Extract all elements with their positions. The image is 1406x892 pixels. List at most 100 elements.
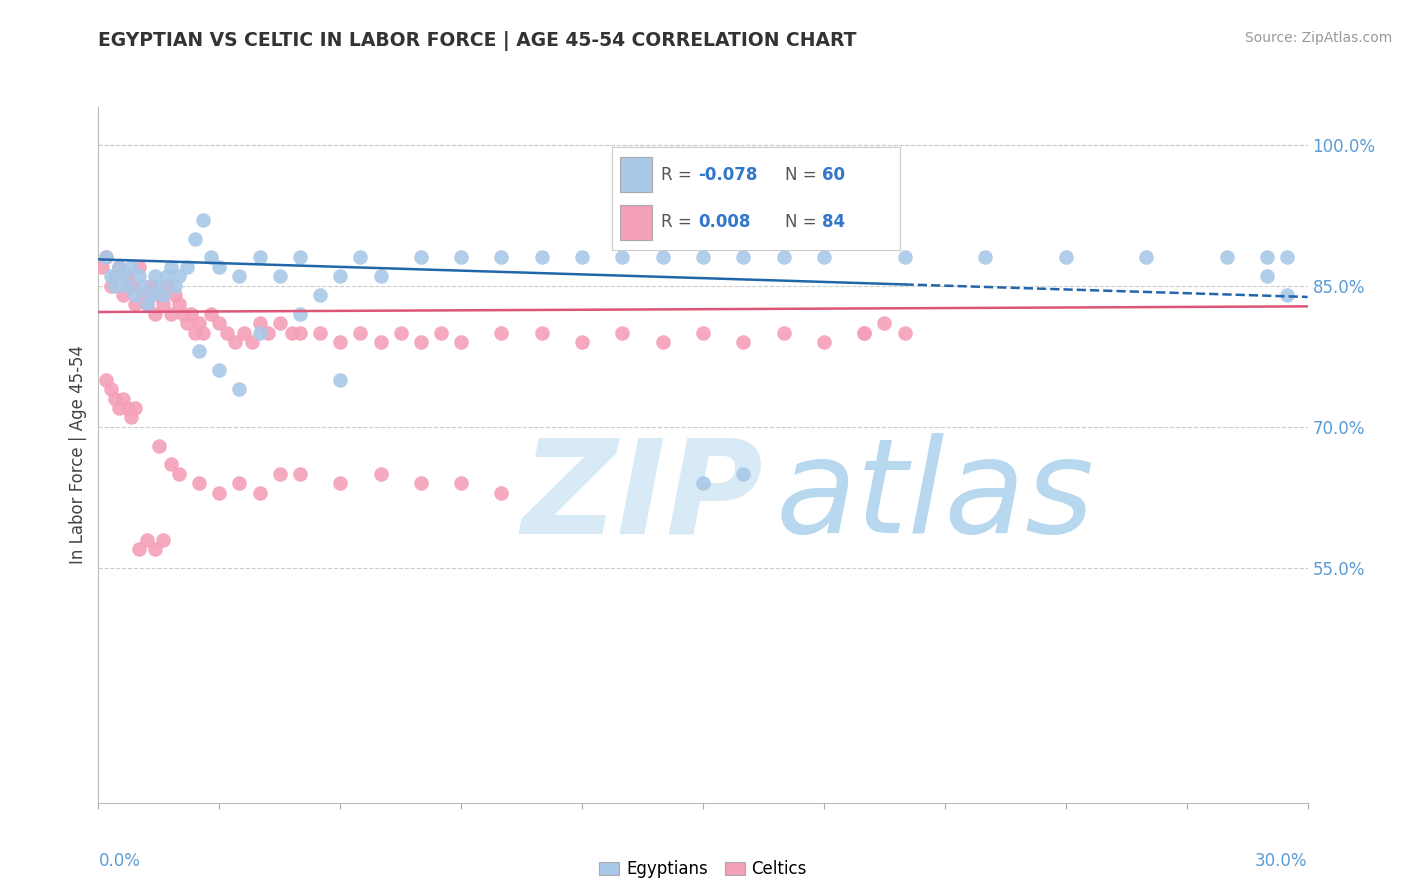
Text: Source: ZipAtlas.com: Source: ZipAtlas.com (1244, 31, 1392, 45)
Point (217, 326, 239, 340)
Point (124, 401, 146, 415)
Point (228, 382, 250, 396)
Text: N =: N = (785, 213, 821, 231)
Point (143, 269, 166, 284)
Point (409, 251, 432, 265)
Point (491, 326, 513, 340)
Point (152, 533, 174, 547)
Point (249, 316, 271, 330)
Point (571, 251, 593, 265)
Point (450, 335, 472, 350)
Point (651, 251, 673, 265)
Point (139, 278, 162, 293)
Point (120, 278, 142, 293)
Point (269, 269, 291, 284)
Point (651, 335, 673, 350)
Point (143, 541, 166, 556)
Point (309, 326, 332, 340)
Point (1277, 251, 1299, 265)
Point (692, 326, 714, 340)
Point (450, 251, 472, 265)
Point (228, 476, 250, 491)
Point (232, 326, 254, 340)
Point (873, 316, 896, 330)
Text: 0.0%: 0.0% (98, 852, 141, 870)
Text: 30.0%: 30.0% (1256, 852, 1308, 870)
Point (208, 485, 231, 500)
Point (288, 307, 311, 321)
Point (111, 269, 134, 284)
Point (115, 278, 138, 293)
Point (100, 278, 122, 293)
Point (135, 297, 157, 311)
Point (1135, 251, 1157, 265)
Point (167, 269, 190, 284)
Point (124, 288, 146, 302)
Point (193, 326, 215, 340)
Point (135, 533, 157, 547)
Point (128, 541, 150, 556)
Point (143, 307, 166, 321)
Point (893, 326, 915, 340)
Point (288, 467, 311, 481)
Point (450, 476, 472, 491)
Point (111, 392, 134, 406)
Point (120, 410, 142, 425)
Point (160, 458, 183, 472)
Point (111, 288, 134, 302)
Point (228, 269, 250, 284)
Point (96, 373, 118, 387)
Text: 0.008: 0.008 (699, 213, 751, 231)
Point (132, 278, 155, 293)
Text: atlas: atlas (776, 434, 1094, 560)
Point (167, 467, 190, 481)
Point (249, 485, 271, 500)
Point (249, 326, 271, 340)
Point (160, 260, 183, 274)
Point (148, 288, 170, 302)
Point (152, 297, 174, 311)
Point (329, 269, 352, 284)
Point (733, 335, 755, 350)
Point (103, 269, 125, 284)
Point (124, 297, 146, 311)
Point (249, 251, 271, 265)
Point (1256, 269, 1278, 284)
Point (269, 467, 291, 481)
Point (107, 401, 129, 415)
Point (772, 251, 794, 265)
Point (571, 335, 593, 350)
Point (107, 260, 129, 274)
Point (893, 251, 915, 265)
Point (132, 288, 155, 302)
Point (370, 335, 392, 350)
Point (100, 269, 122, 284)
Point (160, 307, 183, 321)
Point (200, 307, 222, 321)
Point (692, 476, 714, 491)
Point (188, 344, 211, 359)
Point (409, 335, 432, 350)
Point (208, 363, 231, 377)
Point (163, 278, 186, 293)
Point (288, 251, 311, 265)
Text: N =: N = (785, 166, 821, 184)
Point (612, 326, 634, 340)
Point (184, 232, 207, 246)
Point (188, 316, 211, 330)
Point (329, 373, 352, 387)
Point (176, 316, 198, 330)
Point (163, 288, 186, 302)
Point (200, 251, 222, 265)
Point (180, 307, 202, 321)
Point (813, 251, 835, 265)
Text: -0.078: -0.078 (699, 166, 758, 184)
Text: 60: 60 (823, 166, 845, 184)
Bar (620, 204, 652, 239)
Point (240, 335, 263, 350)
Text: ZIP: ZIP (522, 434, 763, 560)
Point (1216, 251, 1239, 265)
Point (430, 326, 453, 340)
Point (491, 485, 513, 500)
Bar (620, 157, 652, 193)
